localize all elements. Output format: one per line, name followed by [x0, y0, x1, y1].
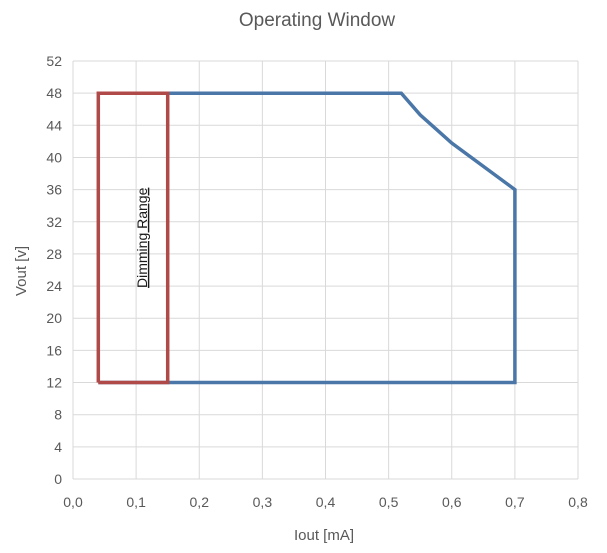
x-tick-label: 0,1	[126, 494, 146, 510]
y-tick-label: 44	[46, 117, 62, 133]
y-tick-label: 52	[46, 53, 62, 69]
plot-series	[96, 91, 517, 385]
y-tick-label: 16	[46, 342, 62, 358]
y-tick-label: 4	[54, 439, 62, 455]
y-tick-label: 12	[46, 375, 62, 391]
y-tick-label: 20	[46, 310, 62, 326]
y-tick-label: 24	[46, 278, 62, 294]
y-tick-label: 36	[46, 182, 62, 198]
x-axis-title: Iout [mA]	[294, 527, 354, 544]
y-tick-label: 40	[46, 149, 62, 165]
x-tick-label: 0,5	[379, 494, 399, 510]
operating-window-outline	[98, 91, 517, 385]
x-tick-label: 0,4	[316, 494, 336, 510]
dimming-range-annotation: Dimming Range	[134, 187, 150, 288]
chart-title: Operating Window	[239, 10, 396, 31]
y-axis-title: Vout [v]	[13, 246, 30, 296]
x-tick-label: 0,6	[442, 494, 462, 510]
x-tick-label: 0,8	[568, 494, 588, 510]
x-tick-label: 0,7	[505, 494, 525, 510]
y-tick-label: 28	[46, 246, 62, 262]
x-tick-label: 0,0	[63, 494, 83, 510]
y-tick-label: 8	[54, 407, 62, 423]
x-tick-label: 0,2	[190, 494, 210, 510]
y-tick-label: 48	[46, 85, 62, 101]
y-tick-label: 0	[54, 471, 62, 487]
x-tick-label: 0,3	[253, 494, 273, 510]
y-tick-label: 32	[46, 214, 62, 230]
axis-tick-labels: 0,0 0,1 0,2 0,3 0,4 0,5 0,6 0,7 0,80481216202428…	[46, 53, 588, 510]
dimming-range-outline	[96, 91, 170, 385]
